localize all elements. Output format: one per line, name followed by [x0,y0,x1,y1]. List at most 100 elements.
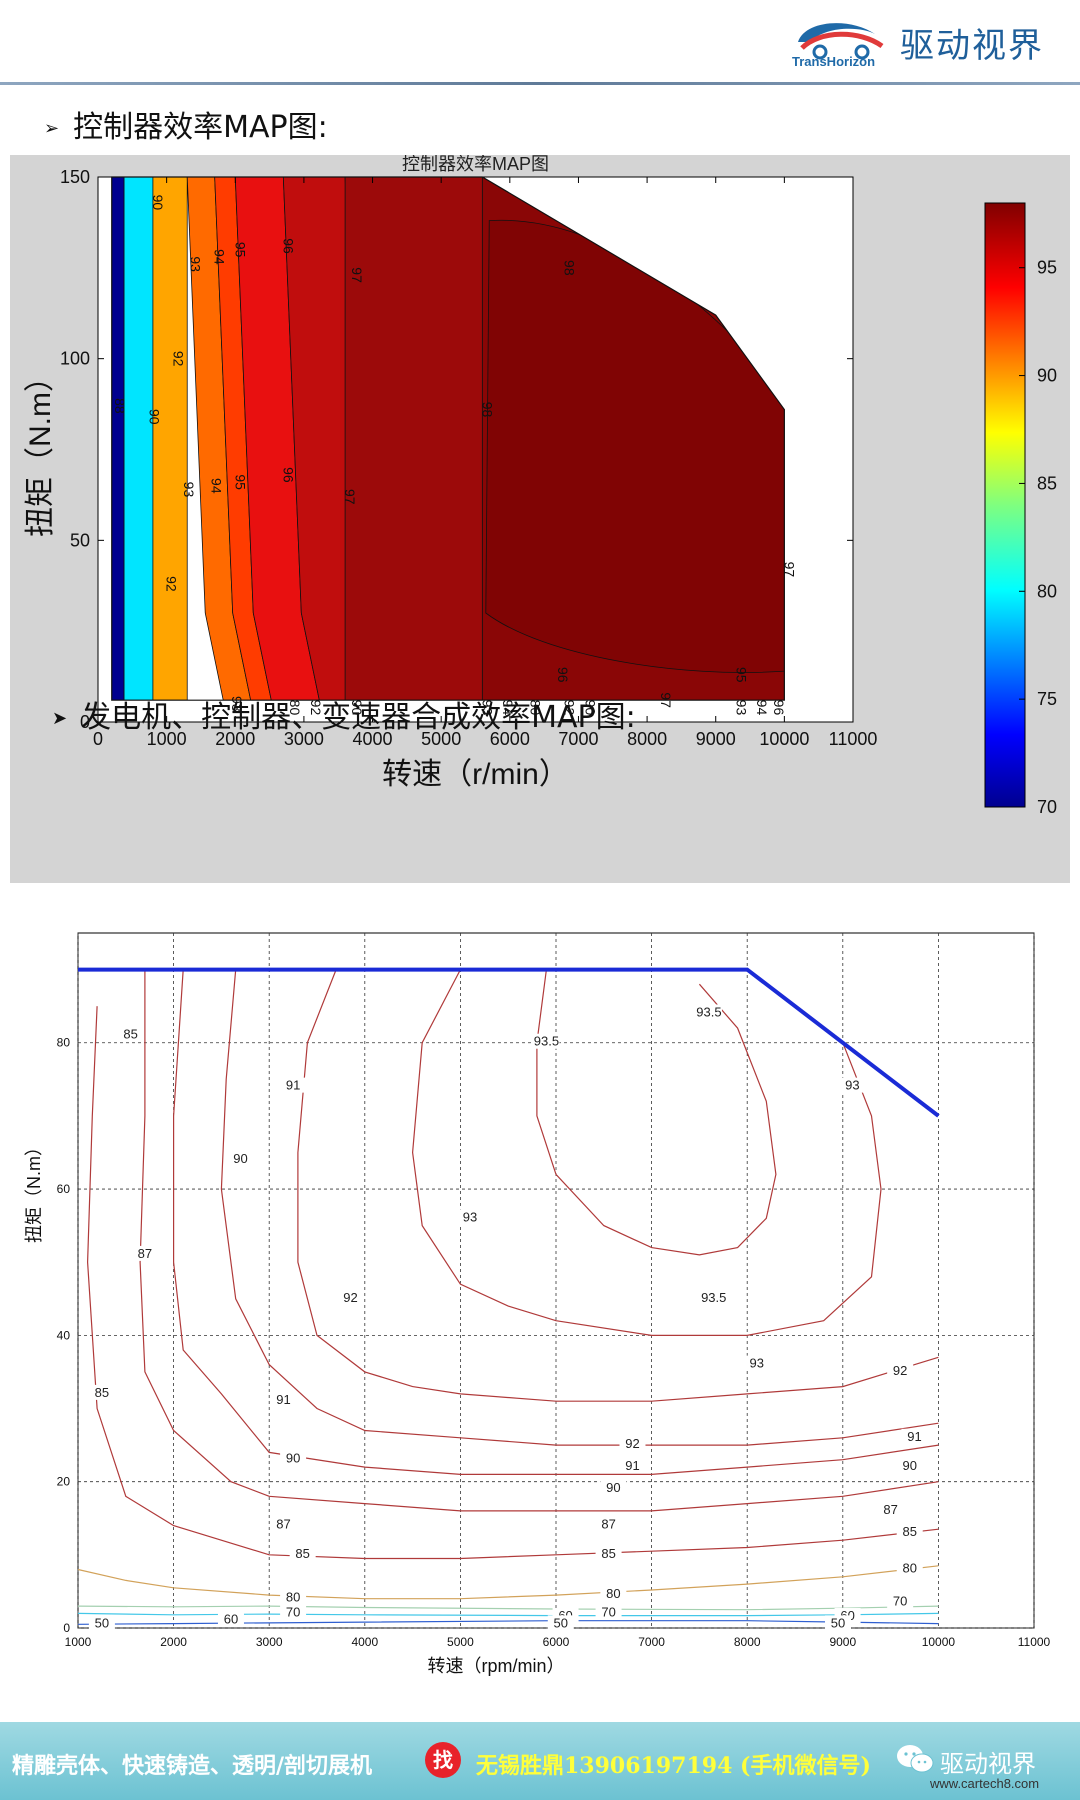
arrow-bullet-icon: ➢ [44,118,60,139]
chart-2-contour-70 [77,1605,939,1611]
chart-2-contour-label: 91 [286,1078,300,1093]
chart-1-colorbar [984,202,1026,808]
chart-1-contour-label: 80 [287,700,303,716]
chart-2-contour-label: 70 [601,1604,615,1619]
chart-2-contour-label: 85 [601,1546,615,1561]
chart-1-contour-label: 94 [500,700,516,716]
chart-1-contour-label: 90 [349,700,365,716]
arrow-bullet-icon: ➤ [52,708,68,729]
chart-1-y-tick-label: 150 [60,167,90,187]
chart-1-contour-label: 97 [658,692,674,708]
chart-1-contour-label: 94 [208,478,224,494]
chart-1-regions [111,177,785,701]
chart-2-contour-label-bg [88,1384,115,1400]
chart-1-contour-label: 97 [781,562,797,578]
chart-1-y-axis-label: 扭矩（N.m） [24,362,57,537]
chart-2-contour-label-bg [743,1355,770,1371]
chart-2-contour-label: 92 [893,1363,907,1378]
chart-1-region-80 [123,177,154,701]
chart-1-contour-label: 88 [112,398,128,414]
chart-2-contour-label: 50 [554,1615,568,1630]
header-divider [0,82,1080,85]
chart-1-contour-label: 95 [232,474,248,490]
chart-2-x-tick-label: 7000 [638,1635,665,1649]
footer-ad-text: 精雕壳体、快速铸造、透明/剖切展机 [12,1753,373,1779]
chart-2-contour-label-bg [117,1026,144,1042]
chart-1-x-tick-label: 10000 [759,729,809,749]
chart-2-contour-label-bg [887,1362,914,1378]
chart-1-y-tick-label: 0 [80,712,90,732]
chart-1-contour-label: 90 [582,700,598,716]
chart-2-contour-label: 90 [286,1451,300,1466]
chart-2-contour-label-bg [88,1615,115,1631]
chart-2-contour-label: 80 [606,1586,620,1601]
chart-2-contour-label: 92 [343,1290,357,1305]
chart-2-contour-label-bg [896,1458,923,1474]
chart-1-contour-label: 92 [308,700,324,716]
chart-2-contour-label-bg [533,1033,560,1049]
chart-1-envelope-outline [111,176,785,701]
chart-1-x-tick-label: 8000 [627,729,667,749]
chart-1-contour-label: 94 [212,249,228,265]
chart-2-contour-label: 50 [831,1615,845,1630]
chart-2-contour-label: 87 [276,1517,290,1532]
chart-1-contour-label: 93 [188,256,204,272]
chart-2-contour-label: 70 [893,1593,907,1608]
chart-2-contour-label: 93 [463,1209,477,1224]
controller-efficiency-map-figure: 控制器效率MAP图 90 93 94 95 96 97 98 92 90 88 98 93 94 95 96 9… [10,154,1070,883]
chart-2-contour-label-bg [289,1545,316,1561]
chart-1-contour-label: 93 [229,696,245,712]
chart-2-contour-label: 85 [95,1385,109,1400]
chart-1-contour-label: 96 [771,700,787,716]
chart-2-contour-label-bg [456,1209,483,1225]
chart-2-svg: 1000 2000 3000 4000 5000 6000 7000 8000 9000 1000… [24,932,1051,1676]
chart-2-contour-label: 60 [224,1612,238,1627]
heading-text: 控制器效率MAP图: [73,110,328,145]
chart-1-contour-label: 98 [479,402,495,418]
chart-2-contour-label: 50 [95,1615,109,1630]
chart-2-contour-label: 91 [625,1458,639,1473]
chart-1-x-tick-label: 5000 [421,729,461,749]
find-badge: 找 [425,1742,461,1778]
footer-brand: 驱动视界 [940,1750,1036,1778]
chart-2-contour-label-bg [700,1289,727,1305]
chart-2-contour-label-bg [877,1501,904,1517]
chart-2-y-tick-label: 0 [63,1621,70,1635]
chart-2-contour-label: 87 [883,1502,897,1517]
chart-2-contour-label-bg [280,1450,307,1466]
chart-1-colorbar-label: 85 [1037,473,1057,493]
chart-1-contour-label: 80 [527,700,543,716]
footer-site-url[interactable]: www.cartech8.com [930,1776,1040,1791]
transhorizon-logo [798,23,884,60]
chart-1-contour-label: 92 [171,351,187,367]
chart-2-contour-label-bg [600,1480,627,1495]
chart-1-colorbar-label: 80 [1037,581,1057,601]
chart-2-contour-label-bg [887,1593,914,1609]
chart-2-torque-envelope [78,967,940,1118]
chart-1-region-97 [344,177,483,701]
chart-2-contour-label-bg [217,1611,244,1627]
section-heading-combined: ➤ 发电机、控制器、变速器合成效率MAP图: [52,692,636,736]
chart-1-y-tick-label: 100 [60,349,90,369]
chart-2-y-tick-label: 60 [57,1182,71,1196]
chart-2-contour-label: 92 [625,1436,639,1451]
chart-1-contour-label: 96 [280,238,296,254]
chart-1-y-tick-label: 50 [70,530,90,550]
chart-2-contour-90 [173,969,939,1476]
chart-2-y-axis-label: 扭矩（N.m） [24,1138,44,1243]
chart-1-region-70 [111,177,125,701]
chart-1-x-tick-label: 11000 [829,729,878,749]
chart-1-x-tick-label: 0 [93,729,103,749]
chart-2-x-tick-label: 10000 [922,1635,956,1649]
chart-2-contour-label-bg [280,1589,307,1605]
chart-1-contour-label: 97 [342,489,358,505]
logo-chinese: 驱动视界 [900,26,1044,66]
chart-2-contour-label-bg [896,1523,923,1539]
footer-contact[interactable]: 无锡胜鼎13906197194 (手机微信号) [476,1753,871,1779]
chart-2-contour-label-bg [619,1458,646,1474]
chart-2-y-tick-label: 80 [57,1036,71,1050]
chart-2-x-tick-label: 6000 [543,1635,570,1649]
chart-2-x-tick-label: 11000 [1018,1635,1051,1649]
chart-1-contour-label: 94 [754,700,770,716]
chart-2-contour-label-bg [595,1604,622,1620]
